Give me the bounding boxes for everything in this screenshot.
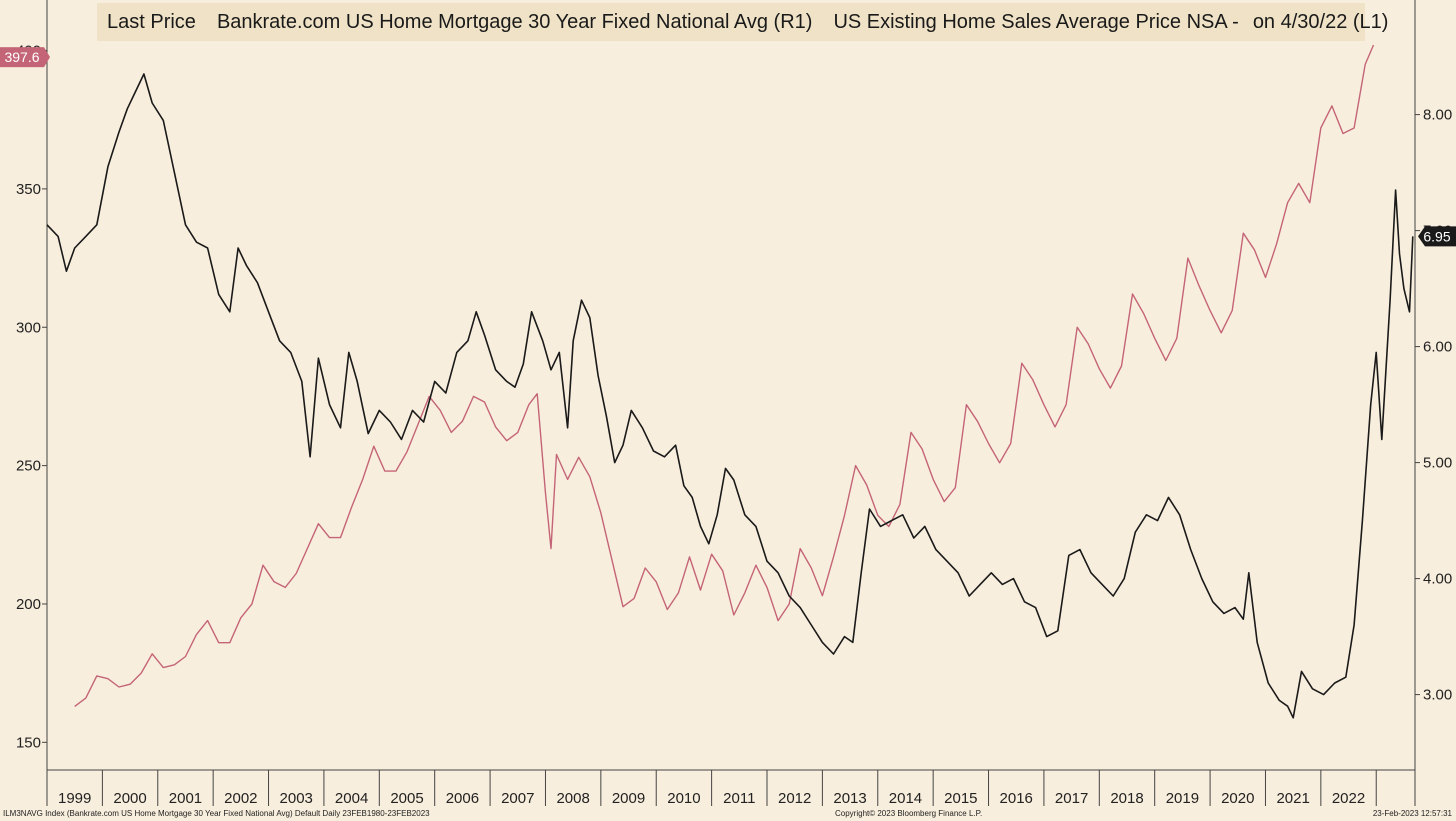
x-tick-label: 2011 <box>723 790 755 807</box>
x-tick-label: 2009 <box>612 790 645 807</box>
x-tick-label: 2008 <box>556 790 589 807</box>
left-last-value-badge <box>0 47 44 68</box>
legend-date: on 4/30/22 (L1) <box>1252 10 1389 33</box>
right-tick-label: 8.00 <box>1423 107 1452 124</box>
x-tick-label: 2002 <box>224 790 257 807</box>
left-tick-label: 200 <box>16 596 41 613</box>
x-tick-label: 2018 <box>1110 790 1143 807</box>
left-last-value-text: 397.6 <box>4 49 39 65</box>
left-tick-label: 250 <box>16 458 41 475</box>
x-tick-label: 2000 <box>113 790 146 807</box>
x-tick-label: 2006 <box>446 790 479 807</box>
x-tick-label: 2010 <box>667 790 700 807</box>
right-last-value-badge <box>1418 226 1456 247</box>
x-tick-label: 2012 <box>778 790 811 807</box>
x-tick-label: 2017 <box>1055 790 1088 807</box>
left-tick-label: 300 <box>16 319 41 336</box>
x-tick-label: 1999 <box>58 790 91 807</box>
x-tick-label: 2019 <box>1166 790 1199 807</box>
footer-copyright: Copyright© 2023 Bloomberg Finance L.P. <box>835 809 983 818</box>
x-tick-label: 2004 <box>335 790 368 807</box>
x-tick-label: 2007 <box>501 790 534 807</box>
legend-title: Last Price <box>107 10 196 33</box>
x-tick-label: 2003 <box>280 790 313 807</box>
left-tick-label: 350 <box>16 181 41 198</box>
x-tick-label: 2001 <box>169 790 202 807</box>
x-tick-label: 2020 <box>1221 790 1254 807</box>
footer-source: ILM3NAVG Index (Bankrate.com US Home Mor… <box>3 809 430 818</box>
series-line-mortgage-rate <box>46 73 1414 719</box>
right-tick-label: 3.00 <box>1423 687 1452 704</box>
x-tick-label: 2013 <box>833 790 866 807</box>
x-tick-label: 2021 <box>1276 790 1309 807</box>
x-tick-label: 2016 <box>1000 790 1033 807</box>
left-badge-pointer <box>44 47 50 68</box>
series-line-home-price <box>74 44 1375 707</box>
legend: Last Price Bankrate.com US Home Mortgage… <box>97 3 1388 41</box>
legend-entry-mortgage: Bankrate.com US Home Mortgage 30 Year Fi… <box>216 10 813 33</box>
right-tick-label: 5.00 <box>1423 455 1452 472</box>
right-tick-label: 6.00 <box>1423 339 1452 356</box>
x-tick-label: 2005 <box>390 790 423 807</box>
footer: ILM3NAVG Index (Bankrate.com US Home Mor… <box>0 808 1456 821</box>
right-tick-label: 4.00 <box>1423 571 1452 588</box>
right-last-value-text: 6.95 <box>1423 228 1450 244</box>
x-tick-label: 2015 <box>944 790 977 807</box>
left-tick-label: 150 <box>16 734 41 751</box>
footer-timestamp: 23-Feb-2023 12:57:31 <box>1372 809 1452 818</box>
x-tick-label: 2014 <box>889 790 922 807</box>
x-tick-label: 2022 <box>1332 790 1365 807</box>
legend-entry-home-price: US Existing Home Sales Average Price NSA… <box>833 10 1239 33</box>
